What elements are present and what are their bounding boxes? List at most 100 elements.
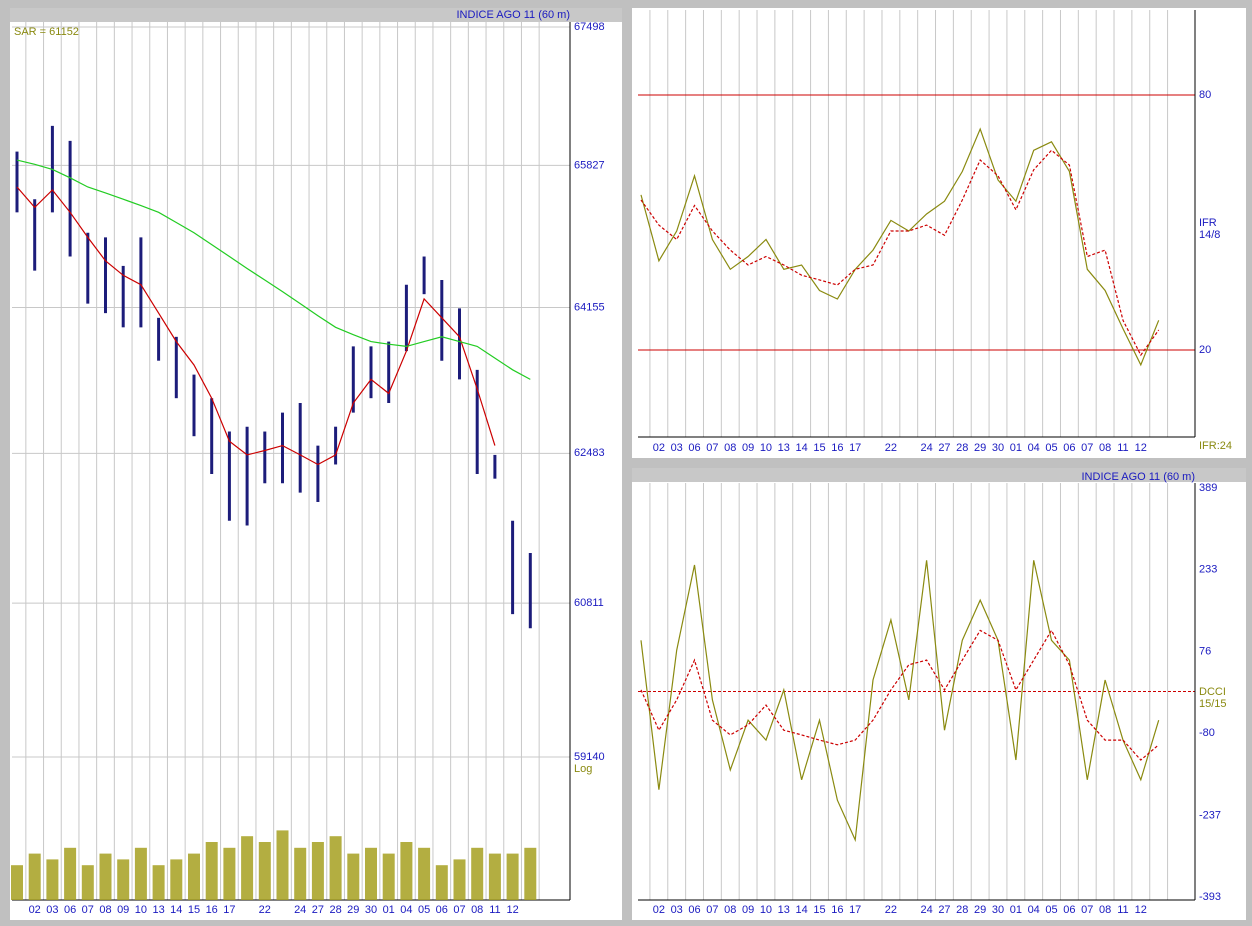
x-tick-label: 08 (99, 904, 111, 916)
volume-bar (28, 853, 41, 900)
x-tick-label: 24 (294, 904, 306, 916)
x-tick-label: 27 (938, 904, 950, 916)
x-tick-label: 06 (1063, 904, 1075, 916)
volume-bar (347, 853, 360, 900)
x-tick-label: 02 (29, 904, 41, 916)
x-tick-label: 03 (671, 904, 683, 916)
y-tick-label: 59140 (574, 751, 605, 763)
x-tick-label: 27 (938, 442, 950, 454)
scale-label: Log (574, 763, 592, 775)
x-tick-label: 07 (706, 442, 718, 454)
volume-bar (188, 853, 200, 900)
series-line (640, 127, 1160, 367)
y-tick-label: 233 (1199, 564, 1217, 576)
x-tick-label: 05 (418, 904, 430, 916)
dcci-panel (632, 482, 1246, 920)
x-tick-label: 15 (188, 904, 200, 916)
series-line (640, 560, 1160, 843)
x-tick-label: 13 (152, 904, 164, 916)
x-tick-label: 03 (46, 904, 58, 916)
x-tick-label: 16 (831, 442, 843, 454)
volume-bar (241, 836, 254, 900)
x-tick-label: 29 (974, 904, 986, 916)
x-tick-label: 13 (778, 442, 790, 454)
x-tick-label: 06 (688, 904, 700, 916)
x-tick-label: 06 (436, 904, 448, 916)
x-tick-label: 09 (117, 904, 129, 916)
x-tick-label: 24 (920, 442, 932, 454)
y-tick-label: -80 (1199, 727, 1215, 739)
x-tick-label: 06 (688, 442, 700, 454)
x-tick-label: 24 (920, 904, 932, 916)
volume-bar (152, 865, 165, 900)
y-tick-label: 62483 (574, 447, 605, 459)
volume-bar (471, 847, 484, 900)
volume-bar (453, 859, 466, 900)
x-tick-label: 22 (885, 442, 897, 454)
x-tick-label: 29 (974, 442, 986, 454)
x-tick-label: 01 (383, 904, 395, 916)
indicator-footer: IFR:24 (1199, 440, 1232, 452)
x-tick-label: 07 (453, 904, 465, 916)
x-tick-label: 07 (82, 904, 94, 916)
x-tick-label: 27 (312, 904, 324, 916)
x-tick-label: 10 (760, 904, 772, 916)
y-tick-label: 64155 (574, 301, 605, 313)
x-tick-label: 14 (796, 904, 808, 916)
x-tick-label: 02 (653, 904, 665, 916)
x-tick-label: 11 (1117, 442, 1128, 454)
indicator-label: IFR (1199, 217, 1217, 229)
title-strip (632, 468, 1246, 482)
x-tick-label: 30 (365, 904, 377, 916)
x-tick-label: 08 (724, 442, 736, 454)
volume-bar (488, 853, 501, 900)
x-tick-label: 29 (347, 904, 359, 916)
x-tick-label: 28 (956, 904, 968, 916)
volume-bar (435, 865, 448, 900)
x-tick-label: 14 (796, 442, 808, 454)
x-tick-label: 28 (956, 442, 968, 454)
x-tick-label: 30 (992, 904, 1004, 916)
x-tick-label: 30 (992, 442, 1004, 454)
x-tick-label: 05 (1045, 442, 1057, 454)
x-tick-label: 11 (1117, 904, 1128, 916)
x-tick-label: 17 (849, 904, 861, 916)
x-tick-label: 07 (706, 904, 718, 916)
x-tick-label: 09 (742, 442, 754, 454)
y-tick-label: -393 (1199, 891, 1221, 903)
x-tick-label: 07 (1081, 904, 1093, 916)
x-tick-label: 17 (849, 442, 861, 454)
x-tick-label: 13 (778, 904, 790, 916)
x-tick-label: 15 (813, 442, 825, 454)
y-tick-label: -237 (1199, 809, 1221, 821)
ifr-panel (632, 8, 1246, 458)
x-tick-label: 03 (671, 442, 683, 454)
volume-bar (382, 853, 395, 900)
x-tick-label: 14 (170, 904, 182, 916)
series-line (16, 159, 531, 380)
x-tick-label: 01 (1010, 904, 1022, 916)
volume-bar (276, 830, 289, 900)
volume-bar (524, 847, 537, 900)
annotation: SAR = 61152 (14, 26, 79, 38)
x-tick-label: 11 (489, 904, 500, 916)
x-tick-label: 12 (1135, 904, 1147, 916)
x-tick-label: 02 (653, 442, 665, 454)
x-tick-label: 16 (831, 904, 843, 916)
volume-bar (81, 865, 94, 900)
series-line (640, 149, 1160, 357)
indicator-label: 14/8 (1199, 229, 1220, 241)
chart-title: INDICE AGO 11 (60 m) (457, 9, 571, 21)
volume-bar (329, 836, 342, 900)
volume-bar (294, 847, 307, 900)
volume-bar (134, 847, 147, 900)
x-tick-label: 04 (1028, 442, 1040, 454)
volume-bar (117, 859, 130, 900)
y-tick-label: 389 (1199, 482, 1217, 494)
volume-bar (400, 842, 413, 900)
volume-bar (311, 842, 324, 900)
x-tick-label: 08 (471, 904, 483, 916)
x-tick-label: 22 (259, 904, 271, 916)
volume-bar (99, 853, 112, 900)
